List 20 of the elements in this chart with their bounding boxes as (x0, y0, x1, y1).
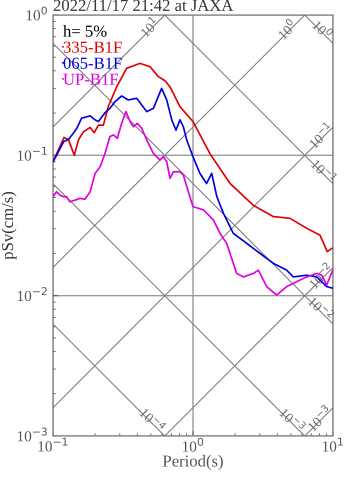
annotation: 10$^{−3}$ (279, 406, 307, 434)
y-tick-label: 10$^{0}$ (26, 6, 47, 20)
legend-title: h= 5% (63, 25, 107, 37)
annotation: 10$^{0}$ (312, 18, 334, 40)
y-tick-label: 10$^{−2}$ (18, 287, 47, 302)
y-tick-label: 10$^{−1}$ (18, 146, 47, 161)
annotation: 10$^{−2}$ (306, 262, 334, 290)
legend-label: 065-B1F (64, 58, 122, 69)
annotation: 10$^{1}$ (138, 16, 160, 38)
annotation: 10$^{−4}$ (139, 406, 167, 434)
legend-label: 335-B1F (64, 42, 122, 53)
annotation: 10$^{−3}$ (305, 404, 333, 432)
y-axis-title: pSv(cm/s) (1, 192, 17, 260)
annotation: 10$^{−1}$ (306, 121, 334, 149)
x-axis-title: Period(s) (162, 454, 223, 470)
chart-title: 2022/11/17 21:42 at JAXA (54, 0, 234, 12)
x-tick-label: 10$^{0}$ (182, 438, 204, 452)
annotation: 10$^{0}$ (275, 18, 298, 40)
legend-label: UP-B1F (63, 74, 118, 85)
x-tick-label: 10$^{1}$ (322, 438, 343, 452)
